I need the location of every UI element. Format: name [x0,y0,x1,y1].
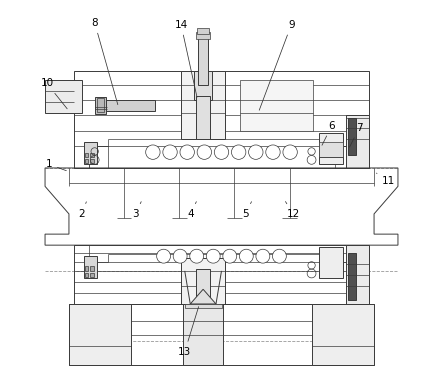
Bar [181,258,225,304]
Bar [185,304,222,308]
Text: 8: 8 [91,18,118,105]
Bar [45,80,82,113]
Bar [69,304,132,365]
Bar [346,115,369,168]
Bar [319,133,343,164]
Bar [74,245,369,304]
Circle shape [272,249,286,263]
Bar [90,159,93,163]
Text: 2: 2 [78,202,86,219]
Bar [335,146,354,168]
Circle shape [249,145,263,159]
Bar [196,96,210,138]
Bar [90,152,93,157]
Text: 12: 12 [285,201,300,219]
Text: 7: 7 [350,123,363,147]
Bar [89,146,108,168]
Text: 5: 5 [242,202,252,219]
Text: 3: 3 [132,202,141,219]
Circle shape [283,145,297,159]
Bar [196,32,210,39]
Text: 4: 4 [187,202,196,219]
Bar [85,152,89,157]
Polygon shape [190,289,216,304]
Bar [181,70,225,138]
Circle shape [206,249,220,263]
Circle shape [173,249,187,263]
Bar [197,28,210,34]
Bar [319,247,343,278]
Circle shape [190,249,204,263]
Bar [346,245,369,304]
Circle shape [146,145,160,159]
Text: 1: 1 [46,159,66,171]
Bar [348,252,356,300]
Text: 10: 10 [40,78,67,109]
Circle shape [231,145,246,159]
Bar [84,256,97,278]
Text: 6: 6 [322,121,335,145]
Circle shape [239,249,253,263]
Text: 9: 9 [259,20,295,110]
Circle shape [214,145,229,159]
Text: 13: 13 [178,307,198,357]
Circle shape [256,249,270,263]
Circle shape [197,145,212,159]
Text: 11: 11 [377,173,396,186]
Bar [97,99,104,113]
Circle shape [163,145,177,159]
Bar [90,273,93,277]
Bar [319,142,343,157]
Text: 14: 14 [175,20,197,97]
Bar [198,34,207,85]
Circle shape [157,249,171,263]
Bar [69,304,374,365]
Bar [84,142,97,164]
Bar [85,159,89,163]
Bar [183,304,223,365]
Bar [85,266,89,271]
Circle shape [180,145,194,159]
Bar [196,269,210,304]
Bar [348,118,356,155]
Bar [311,304,374,365]
Bar [194,70,212,100]
Circle shape [266,145,280,159]
Bar [90,266,93,271]
Bar [85,273,89,277]
Bar [95,97,106,114]
Bar [74,70,369,168]
Bar [240,80,313,131]
Circle shape [223,249,237,263]
Bar [104,100,155,111]
